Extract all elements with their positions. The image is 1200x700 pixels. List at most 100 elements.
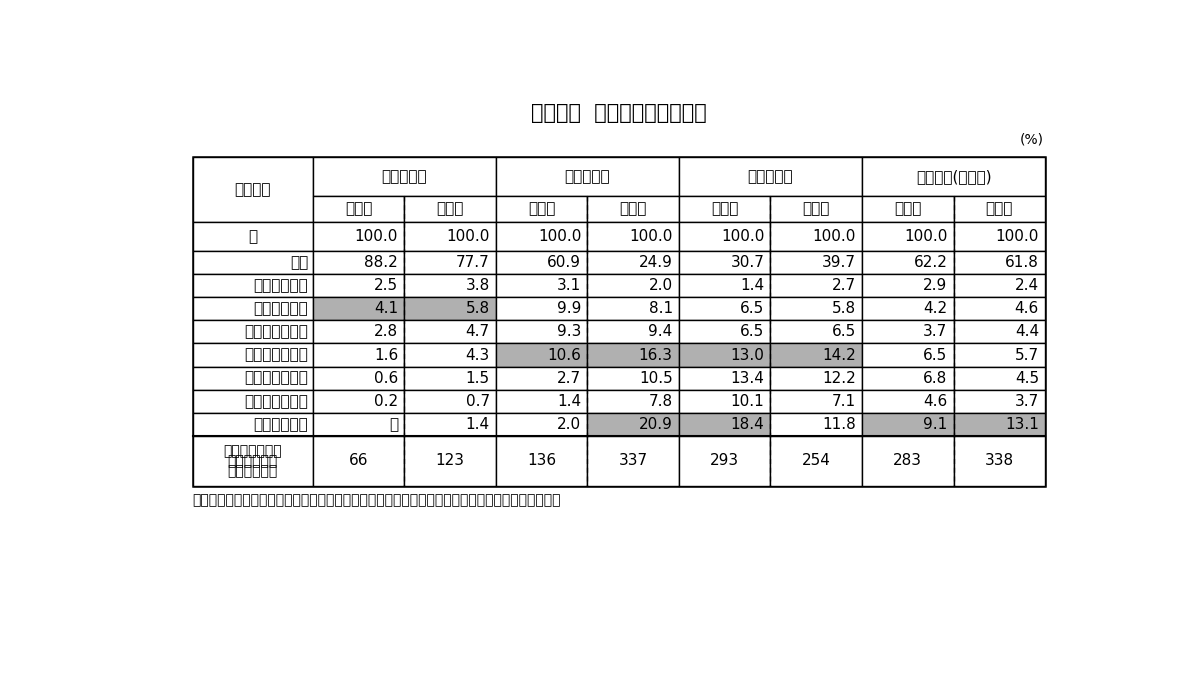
Text: 77.7: 77.7 <box>456 255 490 270</box>
Bar <box>954 251 1045 274</box>
Bar <box>496 222 587 251</box>
Bar <box>496 195 587 222</box>
Bar <box>954 274 1045 298</box>
Bar <box>679 390 770 413</box>
Text: 公　立: 公 立 <box>344 201 372 216</box>
Text: 支出者のみの: 支出者のみの <box>228 454 278 468</box>
Bar <box>862 251 954 274</box>
Bar <box>587 251 679 274</box>
Text: ０円: ０円 <box>290 255 308 270</box>
Bar <box>193 367 313 390</box>
Bar <box>862 298 954 321</box>
Bar <box>587 222 679 251</box>
Text: 10.6: 10.6 <box>547 347 581 363</box>
Text: 16.3: 16.3 <box>638 347 673 363</box>
Bar <box>496 251 587 274</box>
Bar <box>679 321 770 344</box>
Text: 表８－２  学習塾費の金額分布: 表８－２ 学習塾費の金額分布 <box>530 103 707 123</box>
Text: （注）　表中の網掛けは，「０円」を除いて金額段階別の構成比が最大となっている箇所である。: （注） 表中の網掛けは，「０円」を除いて金額段階別の構成比が最大となっている箇所… <box>193 494 562 508</box>
Bar <box>193 413 313 436</box>
Bar <box>770 367 862 390</box>
Text: 10.1: 10.1 <box>731 393 764 409</box>
Bar <box>313 367 404 390</box>
Bar <box>954 298 1045 321</box>
Text: 2.7: 2.7 <box>557 370 581 386</box>
Text: 293: 293 <box>710 454 739 468</box>
Bar <box>313 195 404 222</box>
Text: 3.7: 3.7 <box>923 324 947 340</box>
Text: 18.4: 18.4 <box>731 416 764 432</box>
Bar <box>313 298 404 321</box>
Text: 0.7: 0.7 <box>466 393 490 409</box>
Bar <box>770 413 862 436</box>
Bar <box>862 390 954 413</box>
Text: ～１０万円未満: ～１０万円未満 <box>245 324 308 340</box>
Bar <box>193 344 313 367</box>
Bar <box>954 367 1045 390</box>
Text: 2.8: 2.8 <box>374 324 398 340</box>
Bar <box>404 413 496 436</box>
Bar <box>770 344 862 367</box>
Bar <box>679 222 770 251</box>
Bar <box>587 298 679 321</box>
Bar <box>954 436 1045 486</box>
Text: 100.0: 100.0 <box>355 229 398 244</box>
Text: 4.6: 4.6 <box>923 393 947 409</box>
Bar <box>404 251 496 274</box>
Text: 4.4: 4.4 <box>1015 324 1039 340</box>
Bar <box>679 298 770 321</box>
Text: 5.8: 5.8 <box>466 301 490 316</box>
Bar <box>862 222 954 251</box>
Bar <box>587 390 679 413</box>
Text: ～２０万円未満: ～２０万円未満 <box>245 347 308 363</box>
Text: 9.4: 9.4 <box>648 324 673 340</box>
Bar <box>862 274 954 298</box>
Bar <box>587 367 679 390</box>
Text: 100.0: 100.0 <box>629 229 673 244</box>
Text: 9.9: 9.9 <box>557 301 581 316</box>
Bar <box>496 321 587 344</box>
Bar <box>679 344 770 367</box>
Bar <box>954 344 1045 367</box>
Bar <box>954 222 1045 251</box>
Text: 4.7: 4.7 <box>466 324 490 340</box>
Text: 6.5: 6.5 <box>832 324 856 340</box>
Bar <box>770 298 862 321</box>
Bar <box>193 390 313 413</box>
Text: 0.2: 0.2 <box>374 393 398 409</box>
Bar <box>313 321 404 344</box>
Bar <box>954 321 1045 344</box>
Bar <box>679 274 770 298</box>
Bar <box>862 367 954 390</box>
Bar <box>862 436 954 486</box>
Text: 5.7: 5.7 <box>1015 347 1039 363</box>
Text: 高等学校(全日制): 高等学校(全日制) <box>916 169 991 184</box>
Text: 公　立: 公 立 <box>712 201 738 216</box>
Bar <box>587 344 679 367</box>
Text: 39.7: 39.7 <box>822 255 856 270</box>
Text: 0.6: 0.6 <box>374 370 398 386</box>
Text: 私　立: 私 立 <box>437 201 463 216</box>
Text: 公　立: 公 立 <box>528 201 556 216</box>
Bar <box>404 436 496 486</box>
Bar <box>679 195 770 222</box>
Text: 9.3: 9.3 <box>557 324 581 340</box>
Bar <box>404 274 496 298</box>
Text: 2.5: 2.5 <box>374 278 398 293</box>
Bar <box>862 195 954 222</box>
Bar <box>679 157 862 195</box>
Text: 年間１円以上: 年間１円以上 <box>228 464 278 478</box>
Bar <box>404 298 496 321</box>
Bar <box>954 413 1045 436</box>
Text: 100.0: 100.0 <box>904 229 947 244</box>
Bar <box>193 436 313 486</box>
Text: 62.2: 62.2 <box>913 255 947 270</box>
Text: 中　学　校: 中 学 校 <box>748 169 793 184</box>
Text: 6.8: 6.8 <box>923 370 947 386</box>
Bar <box>587 195 679 222</box>
Bar <box>587 436 679 486</box>
Text: 3.8: 3.8 <box>466 278 490 293</box>
Bar <box>954 195 1045 222</box>
Bar <box>404 222 496 251</box>
Bar <box>770 436 862 486</box>
